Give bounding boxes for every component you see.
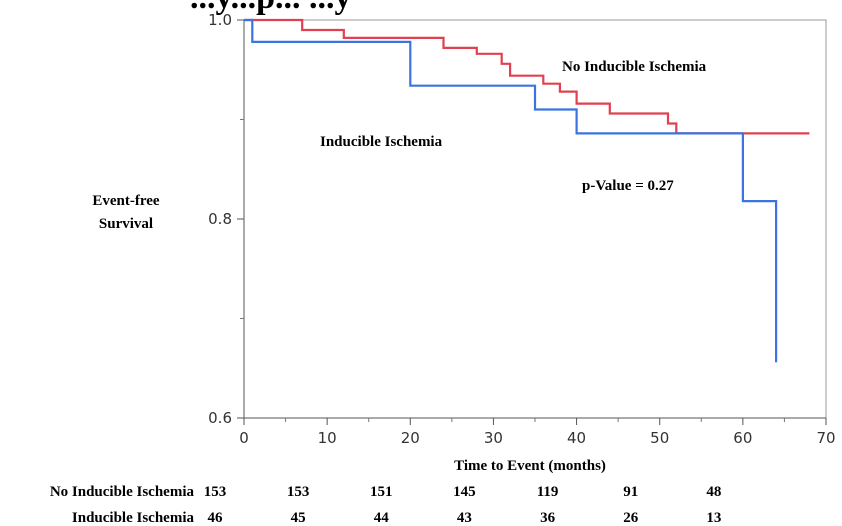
y-axis-label-line1: Event-free	[92, 193, 160, 209]
annotation-inducible-ischemia: Inducible Ischemia	[320, 134, 443, 150]
number-at-risk-table: No Inducible Ischemia Inducible Ischemia…	[50, 484, 722, 526]
x-tick-label: 50	[650, 429, 669, 447]
risk-row-label: Inducible Ischemia	[72, 510, 195, 526]
y-tick-label: 0.8	[208, 210, 232, 228]
risk-count: 48	[706, 484, 721, 500]
annotation-p-value: p-Value = 0.27	[582, 178, 674, 194]
risk-count: 119	[537, 484, 559, 500]
risk-count: 153	[204, 484, 227, 500]
risk-count: 36	[540, 510, 556, 526]
risk-count: 91	[623, 484, 638, 500]
risk-count: 145	[453, 484, 476, 500]
x-tick-label: 70	[816, 429, 835, 447]
survival-curves	[244, 18, 810, 363]
risk-count: 43	[457, 510, 472, 526]
risk-count: 151	[370, 484, 393, 500]
x-tick-label: 60	[733, 429, 752, 447]
y-axis-label-line2: Survival	[99, 216, 153, 232]
risk-count: 153	[287, 484, 310, 500]
x-tick-label: 0	[239, 429, 249, 447]
x-axis-label: Time to Event (months)	[454, 458, 606, 474]
y-tick-label: 1.0	[208, 11, 232, 29]
risk-count: 44	[374, 510, 390, 526]
risk-count: 26	[623, 510, 639, 526]
series-line	[244, 18, 810, 135]
risk-count: 46	[208, 510, 224, 526]
axis-ticks: 0 10 20 30 40 50 60 70 0.6 0.8 1.0	[208, 11, 835, 447]
x-tick-label: 30	[484, 429, 503, 447]
risk-row-label: No Inducible Ischemia	[50, 484, 195, 500]
risk-count: 45	[291, 510, 306, 526]
series-line	[244, 18, 778, 363]
x-tick-label: 40	[567, 429, 586, 447]
annotation-no-inducible-ischemia: No Inducible Ischemia	[562, 59, 707, 75]
x-tick-label: 20	[401, 429, 420, 447]
x-tick-label: 10	[318, 429, 337, 447]
y-tick-label: 0.6	[208, 409, 232, 427]
risk-count: 13	[706, 510, 721, 526]
plot-frame	[243, 19, 827, 419]
chart-title-fragment: ...y...p... ...y	[190, 0, 352, 16]
